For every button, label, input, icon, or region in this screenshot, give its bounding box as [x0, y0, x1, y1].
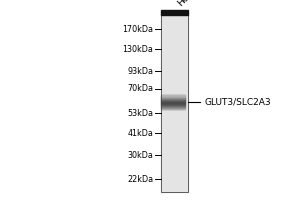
Text: 30kDa: 30kDa [127, 150, 153, 160]
Bar [160, 15, 188, 192]
Text: 170kDa: 170kDa [122, 24, 153, 33]
Text: 22kDa: 22kDa [127, 174, 153, 184]
Bar [160, 10, 188, 15]
Bar [160, 15, 188, 192]
Text: 70kDa: 70kDa [127, 84, 153, 93]
Text: 53kDa: 53kDa [127, 108, 153, 117]
Text: GLUT3/SLC2A3: GLUT3/SLC2A3 [204, 98, 271, 106]
Text: 93kDa: 93kDa [127, 66, 153, 75]
Text: HepG2: HepG2 [176, 0, 204, 8]
Text: 41kDa: 41kDa [127, 129, 153, 138]
Text: 130kDa: 130kDa [122, 45, 153, 53]
